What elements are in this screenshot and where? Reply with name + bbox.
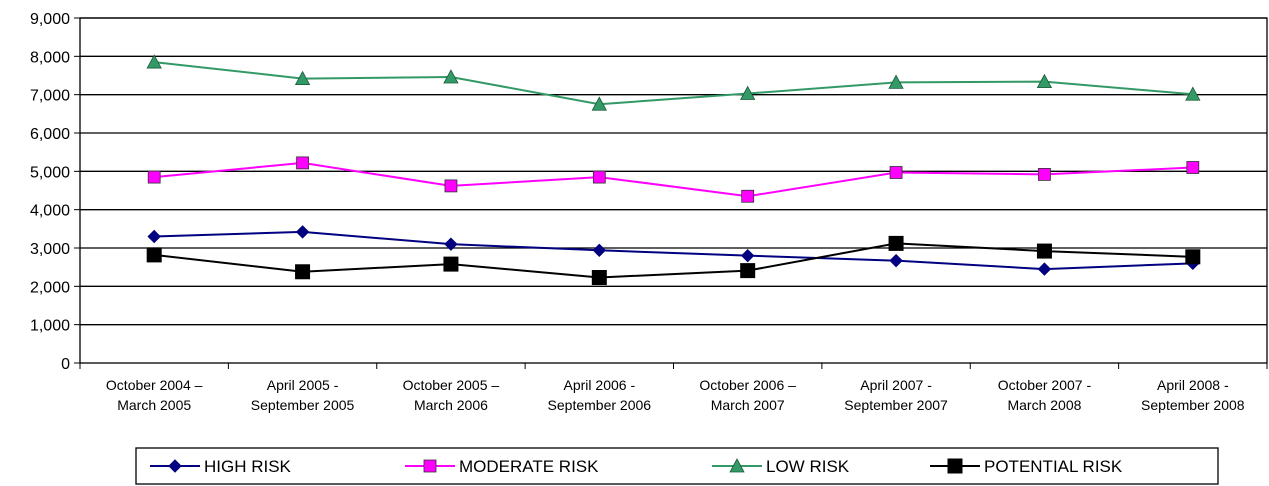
legend-marker	[729, 458, 745, 473]
plot-area	[79, 17, 1268, 364]
series-potential-risk	[146, 235, 1201, 286]
y-tick-label: 9,000	[30, 11, 70, 28]
y-tick-label: 8,000	[30, 49, 70, 66]
y-tick-label: 3,000	[30, 241, 70, 258]
legend-label: POTENTIAL RISK	[984, 457, 1123, 476]
data-point	[888, 235, 904, 251]
series-low-risk	[146, 54, 1201, 111]
y-tick-label: 2,000	[30, 279, 70, 296]
data-point	[294, 70, 311, 85]
x-tick-label: October 2007 -March 2008	[998, 377, 1092, 413]
data-point	[146, 54, 162, 69]
series-line	[154, 161, 1193, 198]
series-line	[154, 242, 1193, 279]
legend-item: POTENTIAL RISK	[930, 457, 1123, 476]
series-line	[154, 61, 1193, 106]
data-point	[1036, 73, 1053, 89]
data-point	[1036, 243, 1052, 259]
axes	[74, 17, 1268, 369]
data-point	[592, 243, 607, 258]
data-point	[444, 179, 458, 193]
data-point	[888, 74, 904, 89]
data-point	[443, 256, 459, 272]
y-tick-label: 4,000	[30, 203, 70, 220]
data-point	[1038, 167, 1051, 181]
y-tick-label: 5,000	[30, 164, 70, 181]
data-point	[889, 253, 903, 268]
legend-box	[135, 447, 1219, 485]
data-point	[740, 248, 755, 263]
data-point	[740, 263, 756, 279]
legend-label: LOW RISK	[766, 457, 850, 476]
data-point	[295, 225, 310, 239]
y-tick-label: 7,000	[30, 88, 70, 105]
x-tick-label: April 2005 -September 2005	[251, 377, 355, 413]
legend-label: HIGH RISK	[204, 457, 292, 476]
data-point	[147, 170, 161, 184]
x-tick-label: October 2006 – March 2007	[699, 377, 796, 413]
data-point	[443, 69, 459, 84]
data-point	[889, 166, 903, 179]
y-tick-labels: 0 1,000 2,000 3,000 4,000 5,000 6,000 7,000 8,00…	[30, 11, 70, 373]
legend-item: MODERATE RISK	[405, 457, 599, 476]
y-tick-label: 6,000	[30, 126, 70, 143]
x-tick-label: April 2006 -September 2006	[548, 377, 652, 413]
data-point	[741, 189, 755, 203]
x-tick-labels: October 2004 – March 2005 April 2005 -Sept…	[106, 377, 1245, 413]
series-moderate-risk	[147, 156, 1200, 203]
data-point	[146, 247, 162, 263]
data-point	[591, 270, 607, 286]
legend-marker	[947, 458, 963, 474]
data-point	[1185, 249, 1201, 265]
x-tick-label: October 2005 – March 2006	[403, 377, 500, 413]
data-point	[444, 237, 458, 251]
data-point	[1185, 86, 1201, 101]
data-point	[1186, 161, 1200, 174]
x-tick-label: October 2004 – March 2005	[106, 377, 203, 413]
legend-marker	[168, 459, 182, 473]
data-point	[592, 170, 606, 184]
series-group	[146, 54, 1201, 286]
data-point	[740, 85, 756, 100]
y-tick-label: 0	[61, 356, 70, 373]
data-point	[296, 156, 309, 170]
legend-item: LOW RISK	[712, 457, 850, 476]
y-tick-label: 1,000	[30, 318, 70, 335]
legend-marker	[423, 459, 437, 473]
data-point	[591, 96, 607, 111]
data-point	[295, 264, 311, 280]
series-line	[154, 230, 1193, 271]
series-high-risk	[147, 225, 1200, 276]
legend: HIGH RISK MODERATE RISK LOW RISK POTENTIAL …	[135, 447, 1219, 485]
legend-label: MODERATE RISK	[459, 457, 599, 476]
data-point	[147, 229, 161, 244]
x-tick-label: April 2008 -September 2008	[1141, 377, 1245, 413]
x-tick-label: April 2007 -September 2007	[844, 377, 948, 413]
legend-item: HIGH RISK	[150, 457, 292, 476]
data-point	[1037, 262, 1052, 276]
